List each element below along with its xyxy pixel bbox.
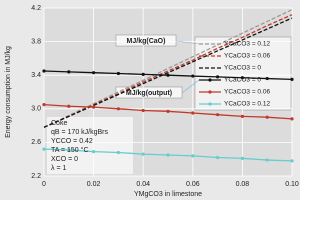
y-tick-label: 2.2 [31,173,41,180]
legend-box [194,36,292,111]
point [191,154,195,158]
series-line [43,9,293,128]
y-tick-label: 3.8 [31,38,41,45]
y-tick-label: 3.0 [31,106,41,113]
x-tick-label: 0.10 [285,181,299,188]
y-tick-label: 3.4 [31,72,41,79]
point [116,107,120,111]
point [116,150,120,155]
y-axis-label: Energy consumption in MJ/kg [5,46,12,138]
point [216,155,220,160]
point [166,153,170,157]
annotation-leader [181,79,200,94]
point [265,76,269,81]
chart: YMgCO3 in limestone Energy consumption i… [0,0,300,200]
point [240,76,244,80]
legend-label: YCaCO3 = 0.06 [224,53,270,60]
parameter-text: TA = 150 °C [51,146,89,154]
point [67,104,71,108]
parameter-text: qB = 170 kJ/kgBrs [51,129,109,136]
parameter-text: YCCO = 0.42 [51,138,93,145]
legend-label: YCaCO3 = 0.12 [224,101,270,108]
point [67,148,71,152]
x-axis-label: YMgCO3 in limestone [134,191,202,198]
legend-label: YCaCO3 = 0 [224,65,261,72]
point [191,111,195,115]
legend-label: YCaCO3 = 0.12 [224,41,270,48]
parameter-text: Coke [51,120,67,127]
point [92,105,96,109]
point [166,109,170,113]
point [240,156,244,160]
point [216,75,220,79]
x-tick-label: 0.02 [87,181,101,188]
point [116,71,120,76]
parameter-box [47,117,133,174]
legend-marker [208,90,212,94]
parameter-text: XCO = 0 [51,156,78,163]
annotation: MJ/kg(output) [126,90,172,97]
point [92,150,96,154]
legend-marker [208,102,212,106]
point [240,114,244,118]
y-tick-label: 4.2 [31,5,41,12]
point [141,152,145,156]
y-tick-label: 2.6 [31,139,41,146]
x-tick-label: 0.06 [186,181,200,188]
x-tick-label: 0 [42,181,46,188]
annotation: MJ/kg(CaO) [127,38,166,45]
parameter-text: λ = 1 [51,165,66,172]
point [92,71,96,75]
point [67,70,71,74]
legend-label: YCaCO3 = 0.06 [224,89,270,96]
point [290,159,294,163]
annotation-leader [175,40,200,45]
point [290,117,294,121]
point [141,108,145,113]
legend-marker [208,78,212,82]
point [42,103,46,107]
point [166,73,170,77]
point [191,74,195,78]
x-tick-label: 0.08 [236,181,250,188]
point [141,72,145,76]
point [265,158,269,162]
legend-label: YCaCO3 = 0 [224,77,261,84]
x-tick-label: 0.04 [136,181,150,188]
annotation-box [115,34,177,47]
point [290,77,294,81]
point [265,115,269,119]
point [42,147,46,151]
point [216,113,220,117]
point [42,69,46,73]
series-line [43,17,293,128]
